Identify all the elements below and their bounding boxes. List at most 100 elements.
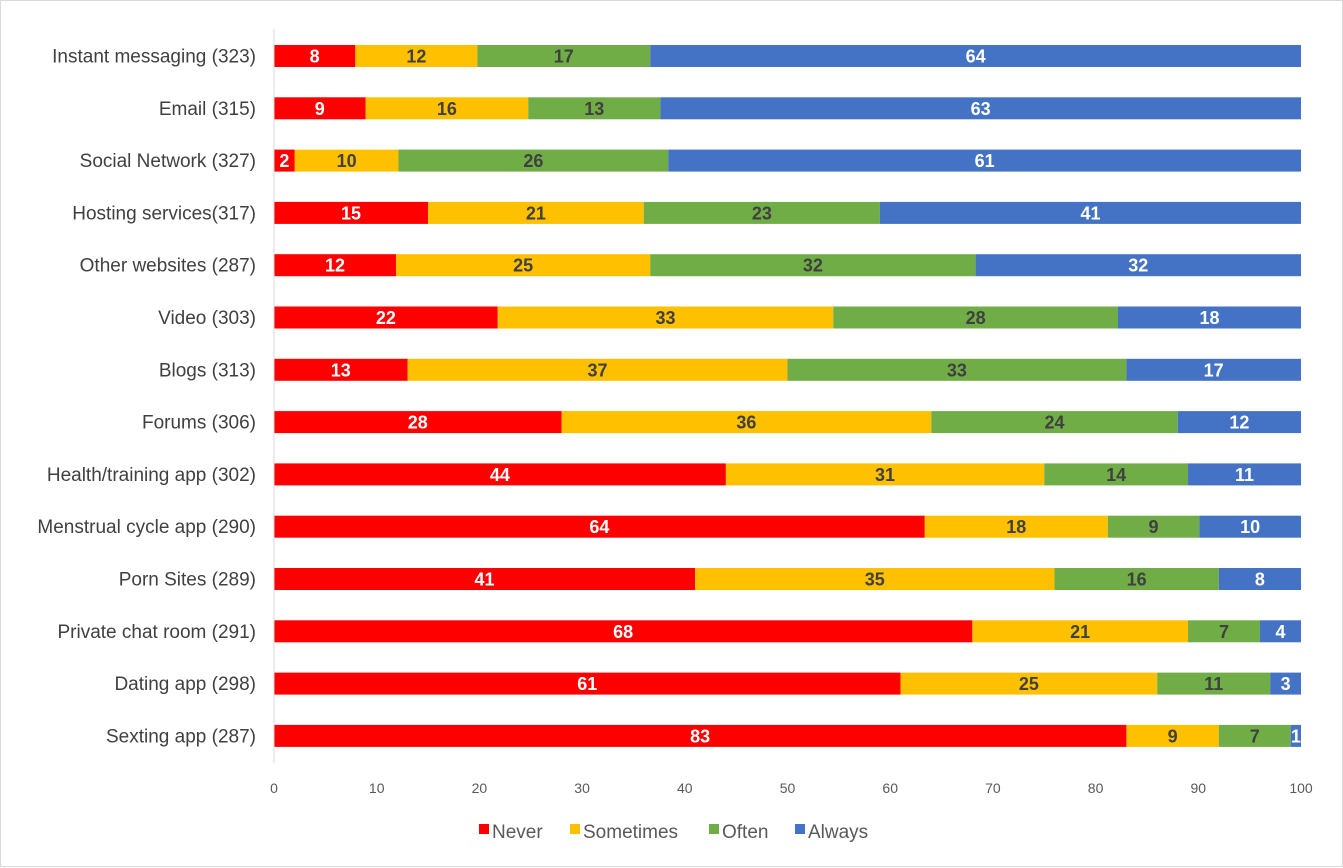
bar-porn-sites-289-often <box>1054 568 1219 590</box>
category-axis: Instant messaging (323) Email (315) Social… <box>37 29 275 763</box>
bar-social-network-327-sometimes <box>294 149 399 172</box>
data-label-dating-app-298-never: 61 <box>577 674 597 694</box>
data-label-video-303-always: 18 <box>1199 308 1219 328</box>
x-tick-label-80: 80 <box>1088 780 1104 796</box>
bar-forums-306-often <box>931 411 1178 434</box>
data-label-blogs-313-sometimes: 37 <box>587 360 607 380</box>
data-label-porn-sites-289-sometimes: 35 <box>865 570 885 590</box>
data-label-instant-messaging-323-never: 8 <box>310 47 320 67</box>
data-label-menstrual-cycle-app-290-never: 64 <box>589 517 609 537</box>
legend: Never Sometimes Often Always <box>479 822 868 843</box>
bar-video-303-often <box>833 306 1118 329</box>
category-label-sexting-app-287: Sexting app (287) <box>106 726 256 747</box>
bar-blogs-313-often <box>787 358 1127 381</box>
x-tick-label-100: 100 <box>1289 780 1313 796</box>
data-label-porn-sites-289-often: 16 <box>1127 570 1147 590</box>
x-tick-label-50: 50 <box>780 780 796 796</box>
data-label-sexting-app-287-sometimes: 9 <box>1168 726 1178 746</box>
bar-hosting-services-317-often <box>643 201 880 224</box>
bar-hosting-services-317-never <box>274 201 429 224</box>
legend-swatch-sometimes <box>570 824 580 834</box>
x-tick-label-30: 30 <box>574 780 590 796</box>
data-label-hosting-services-317-never: 15 <box>341 203 361 223</box>
data-label-instant-messaging-323-sometimes: 12 <box>406 47 426 67</box>
bar-private-chat-room-291-always <box>1259 620 1301 643</box>
data-label-private-chat-room-291-sometimes: 21 <box>1070 622 1090 642</box>
x-tick-label-0: 0 <box>270 780 278 796</box>
bar-dating-app-298-sometimes <box>900 672 1158 695</box>
bar-health-training-app-302-never <box>274 463 726 486</box>
data-label-social-network-327-sometimes: 10 <box>337 151 357 171</box>
bar-porn-sites-289-always <box>1218 568 1301 590</box>
bar-blogs-313-always <box>1126 358 1301 381</box>
bar-forums-306-sometimes <box>561 411 932 434</box>
data-label-menstrual-cycle-app-290-always: 10 <box>1240 517 1260 537</box>
legend-label-often: Often <box>722 822 768 843</box>
bar-blogs-313-sometimes <box>407 358 788 381</box>
bar-private-chat-room-291-sometimes <box>972 620 1189 643</box>
x-tick-label-60: 60 <box>882 780 898 796</box>
data-label-hosting-services-317-always: 41 <box>1080 203 1100 223</box>
data-label-hosting-services-317-often: 23 <box>752 203 772 223</box>
data-label-sexting-app-287-often: 7 <box>1250 726 1260 746</box>
bar-instant-messaging-323-never <box>274 45 356 67</box>
data-label-blogs-313-never: 13 <box>331 360 351 380</box>
bar-other-websites-287-often <box>650 254 976 277</box>
data-label-private-chat-room-291-often: 7 <box>1219 622 1229 642</box>
data-label-porn-sites-289-always: 8 <box>1255 570 1265 590</box>
data-label-health-training-app-302-often: 14 <box>1106 465 1126 485</box>
bar-health-training-app-302-sometimes <box>725 463 1045 486</box>
category-label-private-chat-room-291: Private chat room (291) <box>57 622 256 643</box>
bar-hosting-services-317-sometimes <box>428 201 644 224</box>
data-label-dating-app-298-often: 11 <box>1204 674 1223 694</box>
x-tick-label-40: 40 <box>677 780 693 796</box>
legend-swatch-often <box>709 824 719 834</box>
data-label-menstrual-cycle-app-290-often: 9 <box>1149 517 1159 537</box>
bar-email-315-often <box>528 97 661 120</box>
data-label-forums-306-never: 28 <box>408 413 428 433</box>
data-label-health-training-app-302-sometimes: 31 <box>875 465 895 485</box>
data-label-email-315-always: 63 <box>971 99 991 119</box>
bar-menstrual-cycle-app-290-never <box>274 515 925 538</box>
bar-email-315-always <box>660 97 1301 120</box>
data-label-social-network-327-always: 61 <box>975 151 995 171</box>
data-label-other-websites-287-always: 32 <box>1128 256 1148 276</box>
data-label-forums-306-always: 12 <box>1229 413 1249 433</box>
bar-private-chat-room-291-never <box>274 620 973 643</box>
data-label-social-network-327-never: 2 <box>279 151 289 171</box>
bar-other-websites-287-never <box>274 254 397 277</box>
data-label-video-303-sometimes: 33 <box>655 308 675 328</box>
bar-instant-messaging-323-often <box>477 45 651 67</box>
legend-label-always: Always <box>808 822 868 843</box>
data-label-sexting-app-287-never: 83 <box>690 726 710 746</box>
bar-blogs-313-never <box>274 358 408 381</box>
bar-sexting-app-287-never <box>274 724 1127 747</box>
data-label-private-chat-room-291-never: 68 <box>613 622 633 642</box>
data-label-forums-306-sometimes: 36 <box>736 413 756 433</box>
data-label-blogs-313-always: 17 <box>1204 360 1224 380</box>
data-label-dating-app-298-always: 3 <box>1281 674 1291 694</box>
category-label-video-303: Video (303) <box>158 308 256 329</box>
x-tick-label-90: 90 <box>1191 780 1207 796</box>
bar-social-network-327-never <box>274 149 295 172</box>
category-label-blogs-313: Blogs (313) <box>159 360 256 381</box>
category-label-forums-306: Forums (306) <box>142 413 256 434</box>
category-label-other-websites-287: Other websites (287) <box>80 256 256 277</box>
bar-menstrual-cycle-app-290-often <box>1107 515 1200 538</box>
bar-health-training-app-302-always <box>1188 463 1301 486</box>
data-label-other-websites-287-never: 12 <box>325 256 345 276</box>
bar-email-315-sometimes <box>365 97 529 120</box>
data-label-blogs-313-often: 33 <box>947 360 967 380</box>
bar-instant-messaging-323-sometimes <box>355 45 478 67</box>
legend-label-sometimes: Sometimes <box>583 822 678 843</box>
data-label-instant-messaging-323-often: 17 <box>554 47 574 67</box>
category-label-health-training-app-302: Health/training app (302) <box>47 465 256 486</box>
bar-email-315-never <box>274 97 366 120</box>
category-label-social-network-327: Social Network (327) <box>80 151 256 172</box>
legend-swatch-never <box>479 824 489 834</box>
x-axis: 0 10 20 30 40 50 60 70 80 90 100 <box>270 780 1313 796</box>
legend-label-never: Never <box>492 822 543 843</box>
